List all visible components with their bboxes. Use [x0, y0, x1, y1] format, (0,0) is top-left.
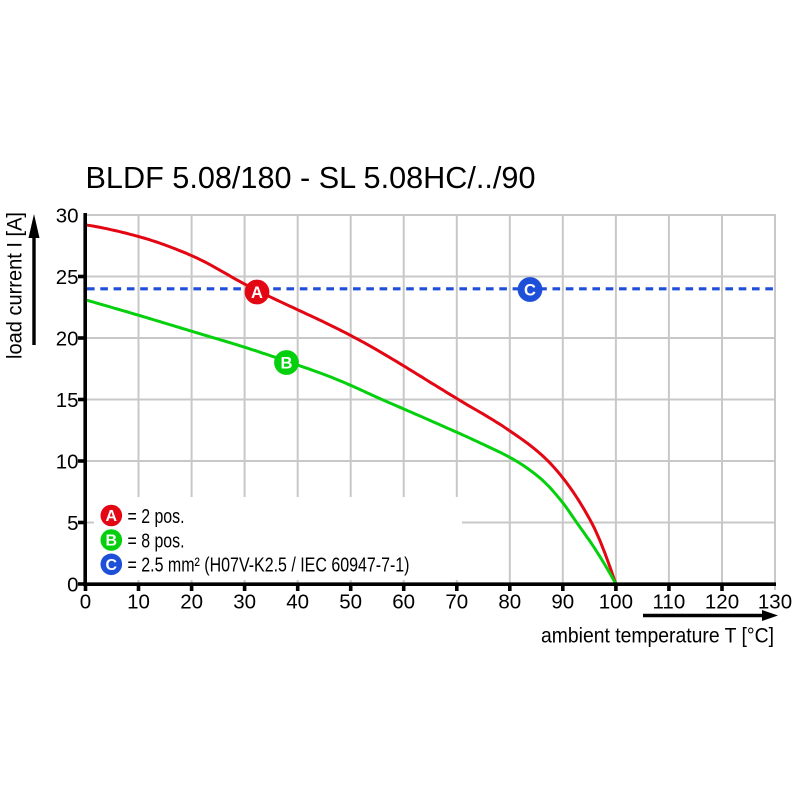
svg-text:15: 15 — [56, 389, 79, 412]
svg-text:130: 130 — [758, 591, 792, 614]
svg-text:5: 5 — [67, 512, 78, 535]
svg-text:= 2.5 mm² (H07V-K2.5 / IEC 609: = 2.5 mm² (H07V-K2.5 / IEC 60947-7-1) — [128, 554, 410, 577]
svg-text:= 2 pos.: = 2 pos. — [128, 505, 185, 528]
svg-text:10: 10 — [56, 451, 79, 474]
svg-text:C: C — [524, 282, 536, 300]
svg-text:50: 50 — [339, 591, 362, 614]
svg-text:40: 40 — [286, 591, 309, 614]
svg-text:B: B — [281, 355, 293, 373]
svg-text:25: 25 — [56, 266, 79, 289]
svg-text:A: A — [251, 284, 263, 302]
svg-text:80: 80 — [498, 591, 521, 614]
svg-text:70: 70 — [445, 591, 468, 614]
svg-text:B: B — [106, 533, 118, 550]
svg-text:A: A — [106, 508, 118, 525]
svg-text:ambient temperature T [°C]: ambient temperature T [°C] — [541, 625, 774, 648]
svg-text:20: 20 — [56, 328, 79, 351]
svg-text:20: 20 — [180, 591, 203, 614]
svg-text:= 8 pos.: = 8 pos. — [128, 529, 185, 552]
svg-text:90: 90 — [551, 591, 574, 614]
svg-text:60: 60 — [392, 591, 415, 614]
svg-text:C: C — [106, 557, 118, 574]
svg-text:120: 120 — [705, 591, 739, 614]
svg-text:load current I [A]: load current I [A] — [4, 212, 27, 359]
svg-text:0: 0 — [80, 591, 91, 614]
svg-text:30: 30 — [56, 205, 79, 228]
svg-text:10: 10 — [127, 591, 150, 614]
svg-text:100: 100 — [599, 591, 633, 614]
svg-text:110: 110 — [653, 591, 686, 614]
svg-text:0: 0 — [67, 574, 78, 597]
svg-text:BLDF 5.08/180 - SL 5.08HC/../9: BLDF 5.08/180 - SL 5.08HC/../90 — [86, 160, 536, 195]
svg-text:30: 30 — [233, 591, 256, 614]
